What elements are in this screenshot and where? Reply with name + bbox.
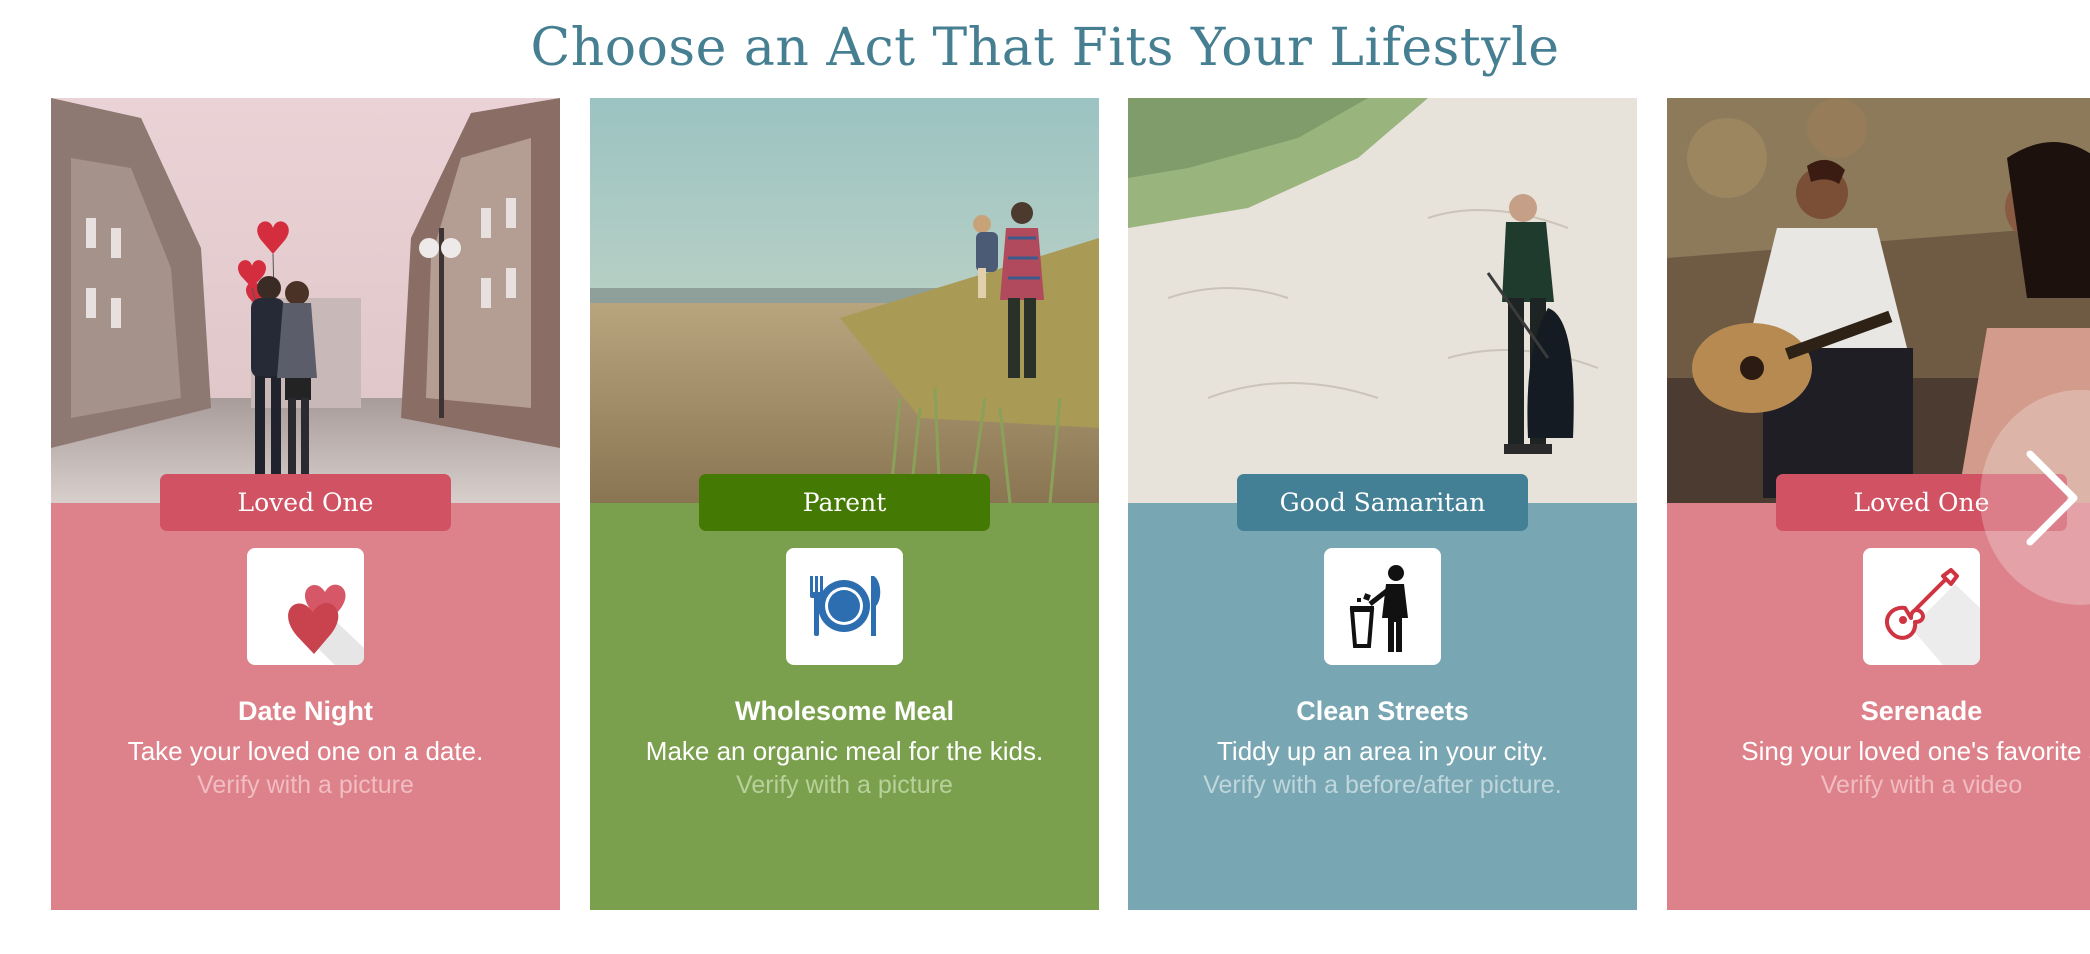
trash-disposal-icon — [1324, 548, 1441, 665]
act-verify-method: Verify with a video — [1820, 771, 2023, 799]
act-photo — [1128, 98, 1637, 503]
act-title: Wholesome Meal — [734, 696, 955, 726]
act-card-date-night[interactable]: Loved One Date Night Take your loved one… — [51, 98, 560, 910]
act-title: Date Night — [238, 696, 373, 726]
act-card-wholesome-meal[interactable]: Parent Wholesome Meal Make an organic me… — [590, 98, 1099, 910]
act-photo — [51, 98, 560, 503]
act-description: Take your loved one on a date. — [127, 736, 484, 766]
act-photo — [1667, 98, 2090, 503]
category-badge[interactable]: Loved One — [1776, 474, 2067, 531]
plate-fork-knife-icon — [786, 548, 903, 665]
act-verify-method: Verify with a picture — [197, 771, 414, 799]
act-title: Serenade — [1860, 696, 1983, 726]
act-card-serenade[interactable]: Loved One Serenade Sing your loved one's… — [1667, 98, 2090, 910]
act-description: Tiddy up an area in your city. — [1217, 736, 1548, 766]
chevron-right-icon — [2026, 450, 2078, 546]
guitar-icon — [1863, 548, 1980, 665]
act-verify-method: Verify with a before/after picture. — [1203, 771, 1562, 799]
category-badge[interactable]: Good Samaritan — [1237, 474, 1528, 531]
act-description: Make an organic meal for the kids. — [645, 736, 1044, 766]
act-title: Clean Streets — [1296, 696, 1469, 726]
act-verify-method: Verify with a picture — [736, 771, 953, 799]
act-card-clean-streets[interactable]: Good Samaritan Clean Streets Tiddy up an… — [1128, 98, 1637, 910]
act-description: Sing your loved one's favorite s — [1741, 736, 2090, 766]
category-badge[interactable]: Loved One — [160, 474, 451, 531]
act-photo — [590, 98, 1099, 503]
category-badge[interactable]: Parent — [699, 474, 990, 531]
page-title: Choose an Act That Fits Your Lifestyle — [530, 18, 1560, 78]
hearts-icon — [247, 548, 364, 665]
